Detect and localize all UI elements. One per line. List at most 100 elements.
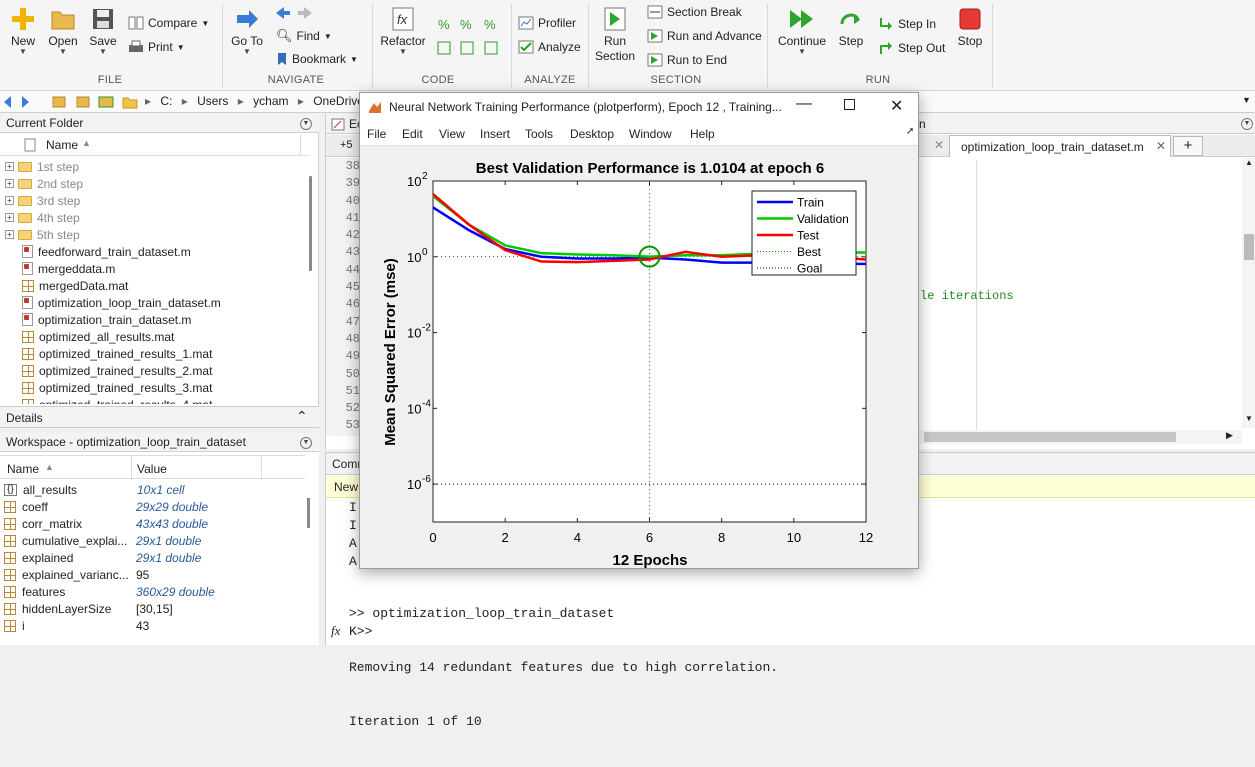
expand-icon[interactable]: + <box>5 179 14 188</box>
panel-menu-icon[interactable]: ▼ <box>300 118 312 130</box>
file-name: feedforward_train_dataset.m <box>38 244 191 259</box>
y-tick-exponent: 2 <box>422 171 428 182</box>
expand-icon[interactable]: + <box>5 230 14 239</box>
chevron-up-icon[interactable]: ⌃ <box>296 408 308 424</box>
analyze-button[interactable]: Analyze <box>518 40 581 54</box>
add-tab-button[interactable]: + <box>1173 136 1203 156</box>
workspace-header[interactable]: Name ▲ Value <box>0 455 305 480</box>
variable-name: cumulative_explai... <box>22 533 128 548</box>
section-break-button[interactable]: Section Break <box>647 5 742 19</box>
new-button[interactable]: New ▼ <box>6 6 40 56</box>
command-prompt[interactable]: K>> <box>349 624 373 639</box>
step-button[interactable]: Step <box>835 6 867 48</box>
name-column-header[interactable]: Name <box>7 462 40 476</box>
file-item[interactable]: optimized_all_results.mat <box>0 328 174 345</box>
step-in-button[interactable]: Step In <box>878 17 936 31</box>
save-button[interactable]: Save ▼ <box>86 6 120 56</box>
print-button[interactable]: Print ▼ <box>128 40 185 54</box>
find-button[interactable]: 🔍︎ Find ▼ <box>276 28 332 44</box>
close-icon[interactable]: ✕ <box>1156 139 1167 153</box>
scrollbar[interactable] <box>309 176 312 271</box>
breadcrumb-segment[interactable]: Users <box>197 94 229 108</box>
stop-button[interactable]: Stop <box>954 6 986 48</box>
scroll-up-icon[interactable]: ▲ <box>1245 158 1253 167</box>
minimize-icon[interactable]: — <box>796 95 812 112</box>
name-column-header[interactable]: Name <box>46 138 79 152</box>
close-icon[interactable]: ✕ <box>890 98 904 115</box>
continue-button[interactable]: Continue ▼ <box>774 6 830 56</box>
scroll-thumb[interactable] <box>1244 234 1254 260</box>
workspace-row[interactable]: corr_matrix 43x43 double <box>0 515 305 532</box>
compare-button[interactable]: Compare ▼ <box>128 16 209 30</box>
folder-item[interactable]: +2nd step <box>0 175 83 192</box>
run-advance-button[interactable]: Run and Advance <box>647 29 762 43</box>
step-label: Step <box>838 34 864 48</box>
folder-item[interactable]: +1st step <box>0 158 79 175</box>
file-item[interactable]: optimization_train_dataset.m <box>0 311 191 328</box>
breadcrumb-segment[interactable]: ycham <box>253 94 289 108</box>
tab-optimization-loop[interactable]: optimization_loop_train_dataset.m ✕ <box>949 135 1171 157</box>
file-item[interactable]: optimization_loop_train_dataset.m <box>0 294 221 311</box>
profiler-button[interactable]: Profiler <box>518 16 576 30</box>
open-button[interactable]: Open ▼ <box>45 6 81 56</box>
menu-insert[interactable]: Insert <box>480 127 511 141</box>
folder-item[interactable]: +5th step <box>0 226 80 243</box>
fx-icon[interactable]: fx <box>331 623 341 638</box>
step-in-label: Step In <box>898 17 937 31</box>
file-item[interactable]: optimized_trained_results_3.mat <box>0 379 212 396</box>
scrollbar[interactable] <box>307 498 310 528</box>
refactor-button[interactable]: fx Refactor ▼ <box>378 6 428 56</box>
file-item[interactable]: optimized_trained_results_2.mat <box>0 362 212 379</box>
menu-view[interactable]: View <box>439 127 465 141</box>
expand-icon[interactable]: + <box>5 196 14 205</box>
menu-help[interactable]: Help <box>690 127 715 141</box>
workspace-row[interactable]: coeff 29x29 double <box>0 498 305 515</box>
file-item[interactable]: feedforward_train_dataset.m <box>0 243 191 260</box>
menu-window[interactable]: Window <box>629 127 672 141</box>
scroll-right-icon[interactable]: ▶ <box>1226 430 1233 440</box>
panel-menu-icon[interactable]: ▼ <box>1241 118 1253 130</box>
maximize-icon[interactable] <box>844 99 855 110</box>
run-section-button[interactable]: Run Section <box>592 6 638 64</box>
breadcrumb[interactable]: ▸ C: ▸ Users ▸ ycham ▸ OneDrive <box>145 94 364 108</box>
expand-icon[interactable]: + <box>5 213 14 222</box>
scroll-thumb[interactable] <box>924 432 1176 442</box>
menu-file[interactable]: File <box>367 127 387 141</box>
run-to-end-button[interactable]: Run to End <box>647 53 727 67</box>
panel-menu-icon[interactable]: ▼ <box>300 437 312 449</box>
goto-button[interactable]: Go To ▼ <box>228 6 266 56</box>
menu-desktop[interactable]: Desktop <box>570 127 615 141</box>
workspace-row[interactable]: hiddenLayerSize [30,15] <box>0 600 305 617</box>
file-item[interactable]: mergedData.mat <box>0 277 128 294</box>
details-panel-header[interactable]: Details ⌃ <box>0 406 319 428</box>
chevron-down-icon[interactable]: ▼ <box>1242 95 1251 105</box>
vertical-scrollbar[interactable]: ▲ ▼ <box>1242 158 1255 428</box>
dock-icon[interactable]: ➚ <box>906 126 915 137</box>
file-item[interactable]: mergeddata.m <box>0 260 115 277</box>
workspace-row[interactable]: {} all_results 10x1 cell <box>0 481 305 498</box>
back-forward-icons[interactable] <box>274 5 314 21</box>
close-icon[interactable]: ✕ <box>934 138 945 152</box>
value-column-header[interactable]: Value <box>137 462 167 476</box>
code-tools-icons[interactable]: %%% <box>436 16 504 60</box>
address-nav-icons[interactable] <box>3 95 118 109</box>
workspace-row[interactable]: explained 29x1 double <box>0 549 305 566</box>
folder-item[interactable]: +3rd step <box>0 192 80 209</box>
variable-value: 43 <box>136 618 150 633</box>
workspace-row[interactable]: explained_varianc... 95 <box>0 566 305 583</box>
folder-item[interactable]: +4th step <box>0 209 80 226</box>
bookmark-button[interactable]: Bookmark ▼ <box>276 52 358 66</box>
breadcrumb-segment[interactable]: C: <box>160 94 173 108</box>
step-out-button[interactable]: Step Out <box>878 41 945 55</box>
expand-icon[interactable]: + <box>5 162 14 171</box>
workspace-row[interactable]: features 360x29 double <box>0 583 305 600</box>
workspace-row[interactable]: cumulative_explai... 29x1 double <box>0 532 305 549</box>
menu-tools[interactable]: Tools <box>525 127 554 141</box>
file-item[interactable]: optimized_trained_results_1.mat <box>0 345 212 362</box>
scroll-down-icon[interactable]: ▼ <box>1245 414 1253 423</box>
file-item[interactable]: optimized_trained_results_4.mat <box>0 396 212 404</box>
column-header[interactable]: Name ▲ <box>0 134 310 156</box>
breadcrumb-segment[interactable]: OneDrive <box>313 94 364 108</box>
workspace-row[interactable]: i 43 <box>0 617 305 634</box>
menu-edit[interactable]: Edit <box>402 127 423 141</box>
